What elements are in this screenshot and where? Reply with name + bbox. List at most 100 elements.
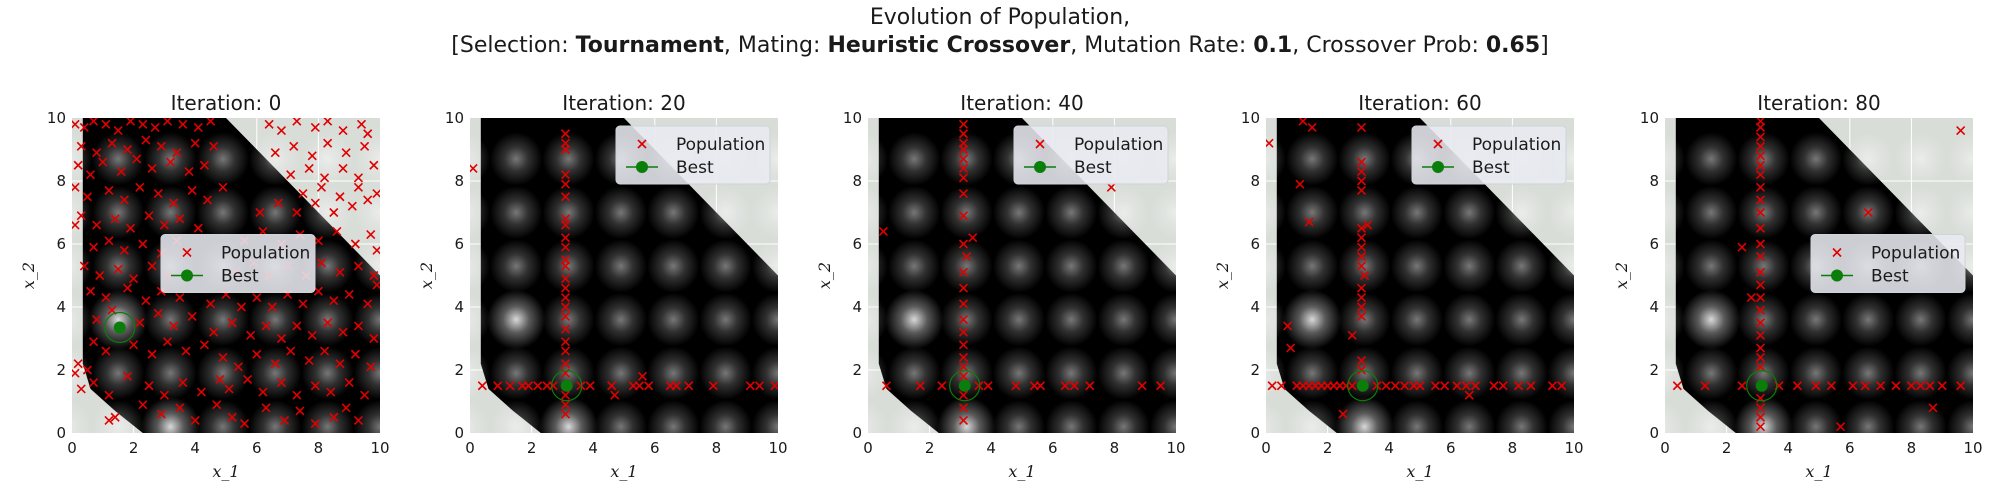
y-tick-label: 4 <box>852 298 862 316</box>
population-point <box>169 198 179 208</box>
landscape-peak <box>751 292 778 347</box>
landscape-peak <box>1685 239 1738 293</box>
landscape-peak <box>470 400 491 433</box>
population-point <box>560 144 571 155</box>
legend-best-marker <box>636 161 648 173</box>
population-point <box>560 409 571 419</box>
landscape-peak <box>196 132 250 186</box>
population-point <box>310 198 320 208</box>
y-tick-label: 8 <box>56 172 66 190</box>
landscape-peak <box>699 292 752 347</box>
population-point <box>292 207 302 218</box>
population-point <box>215 374 225 385</box>
population-point <box>1356 176 1367 186</box>
figure-suptitle-line1: Evolution of Population, <box>0 4 2000 32</box>
legend-best-marker <box>181 269 193 282</box>
x-tick-label: 6 <box>1446 439 1456 457</box>
population-point <box>1755 305 1766 315</box>
landscape-peak <box>72 347 93 400</box>
population-point <box>267 302 277 312</box>
x-axis-label: x_1 <box>610 462 637 481</box>
population-point <box>104 236 114 246</box>
population-point <box>138 239 148 249</box>
population-point <box>79 261 89 271</box>
population-point <box>560 359 571 369</box>
population-point <box>72 220 80 230</box>
best-ring <box>1746 370 1778 402</box>
population-point <box>79 122 89 133</box>
legend: Population Best <box>1013 125 1169 185</box>
landscape-peak <box>249 346 302 400</box>
y-tick-label: 6 <box>852 235 862 253</box>
landscape-peak <box>1335 396 1394 433</box>
landscape-peak <box>1894 399 1947 433</box>
legend-best-label: Best <box>1871 267 1909 287</box>
population-point <box>335 267 345 277</box>
population-point <box>88 337 99 347</box>
population-point <box>335 359 345 369</box>
population-point <box>1755 412 1766 422</box>
population-point <box>915 381 925 391</box>
landscape-peak <box>144 185 197 240</box>
population-point <box>560 346 571 356</box>
landscape-peak <box>1390 292 1444 347</box>
population-point <box>307 330 317 340</box>
population-point <box>125 118 136 126</box>
y-tick-label: 6 <box>1250 235 1260 253</box>
landscape-peak <box>1665 186 1686 239</box>
population-point <box>1755 239 1766 249</box>
y-axis-label: x_2 <box>417 262 436 289</box>
population-point <box>1916 381 1926 391</box>
population-point <box>141 135 151 145</box>
best-ring <box>1347 370 1379 402</box>
landscape-peak <box>937 396 996 433</box>
landscape-peak <box>594 185 648 240</box>
population-point <box>76 141 86 151</box>
population-point <box>974 381 984 391</box>
population-point <box>298 189 308 199</box>
legend-box <box>1411 125 1567 185</box>
landscape-peak <box>1045 346 1098 400</box>
population-point <box>585 381 595 391</box>
legend: Population Best <box>1411 125 1567 185</box>
best-point <box>560 379 573 392</box>
landscape-peak <box>1286 399 1339 433</box>
population-point <box>958 163 969 173</box>
population-point <box>119 245 129 255</box>
y-axis-label: x_2 <box>815 262 834 289</box>
population-point <box>273 198 283 208</box>
landscape-peak <box>1547 399 1574 433</box>
population-point <box>1672 381 1682 391</box>
legend-population-label: Population <box>676 135 765 155</box>
landscape-peak <box>353 399 380 433</box>
landscape-peak <box>92 239 145 293</box>
landscape-peak <box>1045 292 1098 347</box>
y-tick-label: 10 <box>843 109 862 127</box>
population-point <box>1755 170 1766 180</box>
population-point <box>1304 217 1314 227</box>
population-point <box>338 163 348 173</box>
landscape-peak <box>1894 185 1947 240</box>
subplot-title: Iteration: 20 <box>562 91 685 115</box>
landscape-peak <box>1266 240 1287 293</box>
mutation-label: Mutation Rate: <box>1084 33 1247 58</box>
population-point <box>1755 330 1766 340</box>
landscape-peak <box>699 346 752 400</box>
population-point <box>1956 126 1966 136</box>
population-point <box>1307 122 1317 133</box>
population-point <box>129 340 139 350</box>
population-point <box>1928 403 1938 413</box>
y-tick-label: 2 <box>852 361 862 379</box>
y-tick-label: 8 <box>1649 172 1659 190</box>
y-tick-label: 4 <box>56 298 66 316</box>
population-point <box>961 252 972 262</box>
population-point <box>292 321 302 331</box>
x-axis-label: x_1 <box>1008 462 1035 481</box>
population-point <box>958 189 969 199</box>
population-point <box>261 403 271 413</box>
population-point <box>1356 122 1367 133</box>
landscape-peak <box>1097 185 1150 240</box>
population-point <box>135 318 145 328</box>
landscape-peak <box>1685 346 1738 400</box>
landscape-peak <box>1443 399 1496 433</box>
